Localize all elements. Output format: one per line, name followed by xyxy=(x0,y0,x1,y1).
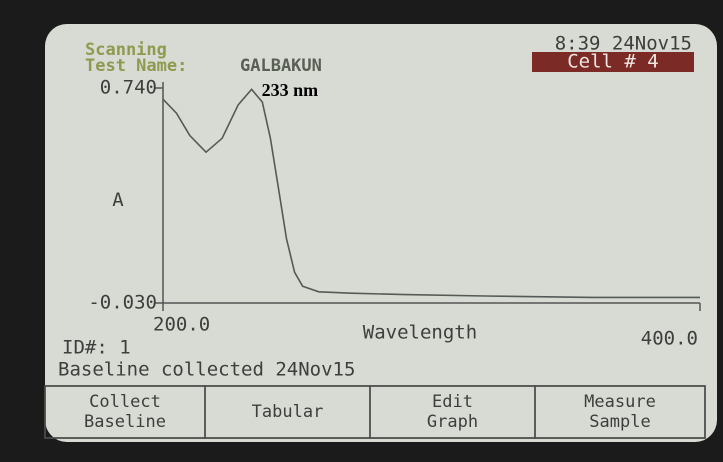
cell: Cell # 4 xyxy=(567,51,659,73)
button-label: Collect xyxy=(89,392,161,412)
test-label: Test Name: xyxy=(85,56,187,76)
y-tick-label: 0.740 xyxy=(100,77,157,99)
button-label: Measure xyxy=(584,392,656,412)
button-label: Tabular xyxy=(252,402,324,422)
x-tick-label: 400.0 xyxy=(641,328,698,350)
button-label: Baseline xyxy=(84,412,166,432)
screen: Scanning Test Name: GALBAKUN 8:39 24Nov1… xyxy=(0,0,723,462)
button-label: Graph xyxy=(427,412,478,432)
x-tick-label: 200.0 xyxy=(153,314,210,336)
baseline: Baseline collected 24Nov15 xyxy=(58,359,355,381)
peak-annotation: 233 nm xyxy=(262,80,319,100)
y-tick-label: -0.030 xyxy=(88,292,157,314)
page: {"screen": {"status": "Scanning", "test_… xyxy=(0,0,723,462)
y-axis-label: A xyxy=(112,189,124,211)
test-name: GALBAKUN xyxy=(240,56,322,76)
id: ID#: 1 xyxy=(62,337,131,359)
button-label: Sample xyxy=(589,412,650,432)
button-label: Edit xyxy=(432,392,473,412)
x-axis-label: Wavelength xyxy=(363,322,477,344)
